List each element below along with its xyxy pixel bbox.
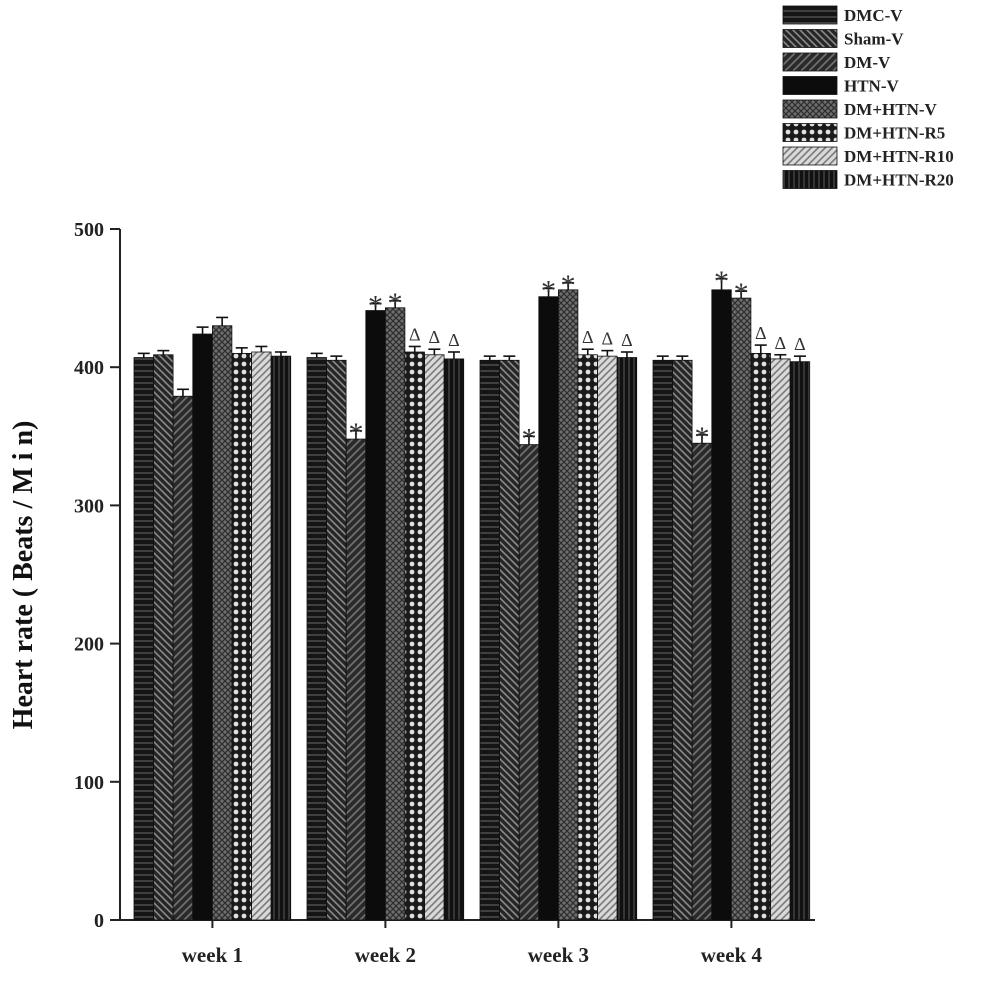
- significance-delta: Δ: [775, 333, 787, 353]
- x-tick-label: week 4: [701, 943, 763, 967]
- legend-swatch: [782, 52, 838, 72]
- bar-dm-htn-r20: [616, 357, 638, 921]
- significance-star: *: [521, 422, 536, 455]
- bar-dm-htn-r10: [597, 355, 618, 921]
- legend-swatch: [782, 123, 838, 142]
- bar-dm-htn-r5: [577, 354, 598, 921]
- y-axis-title: Heart rate ( Beats / M i n): [8, 421, 39, 730]
- bar-dm-htn-v: [558, 289, 579, 921]
- bar-htn-v: [711, 289, 732, 921]
- legend-label: DM-V: [844, 53, 891, 72]
- significance-star: *: [734, 277, 749, 310]
- bar-sham-v: [153, 354, 174, 921]
- bar-dm-htn-r20: [443, 358, 465, 921]
- significance-delta: Δ: [409, 324, 421, 344]
- bar-sham-v: [499, 359, 520, 921]
- x-tick-label: week 1: [182, 943, 243, 967]
- legend-label: DMC-V: [844, 6, 903, 25]
- bar-dm-htn-r20: [789, 361, 811, 921]
- significance-delta: Δ: [602, 329, 614, 349]
- bar-sham-v: [326, 359, 347, 921]
- y-tick-label: 400: [74, 357, 104, 379]
- legend-label: Sham-V: [844, 30, 904, 49]
- significance-star: *: [368, 290, 383, 323]
- legend-label: DM+HTN-R5: [844, 124, 945, 143]
- bar-sham-v: [672, 359, 693, 921]
- significance-star: *: [694, 421, 709, 454]
- bar-dm-htn-v: [384, 307, 406, 921]
- bar-dm-htn-r5: [750, 352, 771, 921]
- significance-delta: Δ: [794, 334, 806, 354]
- bar-dmc-v: [306, 357, 327, 921]
- bar-dmc-v: [652, 359, 673, 921]
- legend-label: DM+HTN-V: [844, 100, 938, 119]
- significance-star: *: [388, 287, 403, 320]
- bar-dmc-v: [479, 359, 500, 921]
- significance-delta: Δ: [429, 327, 441, 347]
- legend-swatch: [782, 170, 838, 189]
- bar-dm-htn-r10: [770, 358, 791, 921]
- bar-htn-v: [538, 296, 559, 921]
- legend-swatch: [782, 99, 838, 119]
- y-tick-label: 0: [94, 910, 104, 932]
- significance-star: *: [541, 274, 556, 307]
- significance-delta: Δ: [448, 330, 460, 350]
- significance-star: *: [561, 269, 576, 302]
- significance-delta: Δ: [582, 327, 594, 347]
- y-tick-label: 100: [74, 772, 104, 794]
- bar-dm-htn-r10: [424, 354, 445, 921]
- legend-swatch: [782, 146, 838, 166]
- y-tick-label: 200: [74, 634, 104, 656]
- bar-dm-v: [172, 395, 194, 921]
- y-tick-label: 500: [74, 219, 104, 241]
- bar-dm-v: [345, 438, 367, 921]
- bar-htn-v: [365, 310, 386, 921]
- bar-dm-htn-r10: [251, 351, 272, 921]
- legend-swatch: [782, 76, 838, 95]
- y-tick-label: 300: [74, 495, 104, 517]
- significance-delta: Δ: [621, 330, 633, 350]
- x-tick-label: week 3: [528, 943, 589, 967]
- bar-dm-htn-r20: [270, 355, 292, 921]
- significance-star: *: [348, 417, 363, 450]
- legend-label: HTN-V: [844, 77, 900, 96]
- legend-label: DM+HTN-R10: [844, 147, 954, 166]
- bar-dmc-v: [133, 357, 154, 921]
- significance-delta: Δ: [755, 323, 767, 343]
- bar-dm-v: [691, 442, 713, 921]
- x-tick-label: week 2: [355, 943, 416, 967]
- legend-swatch: [782, 29, 838, 48]
- bar-dm-htn-v: [731, 297, 752, 921]
- significance-star: *: [714, 265, 729, 298]
- bar-dm-htn-v: [211, 325, 233, 921]
- bar-dm-htn-r5: [231, 352, 252, 921]
- legend-swatch: [782, 5, 838, 25]
- bar-htn-v: [192, 333, 213, 921]
- legend-label: DM+HTN-R20: [844, 171, 954, 190]
- bar-dm-v: [518, 444, 540, 921]
- bar-dm-htn-r5: [404, 351, 425, 921]
